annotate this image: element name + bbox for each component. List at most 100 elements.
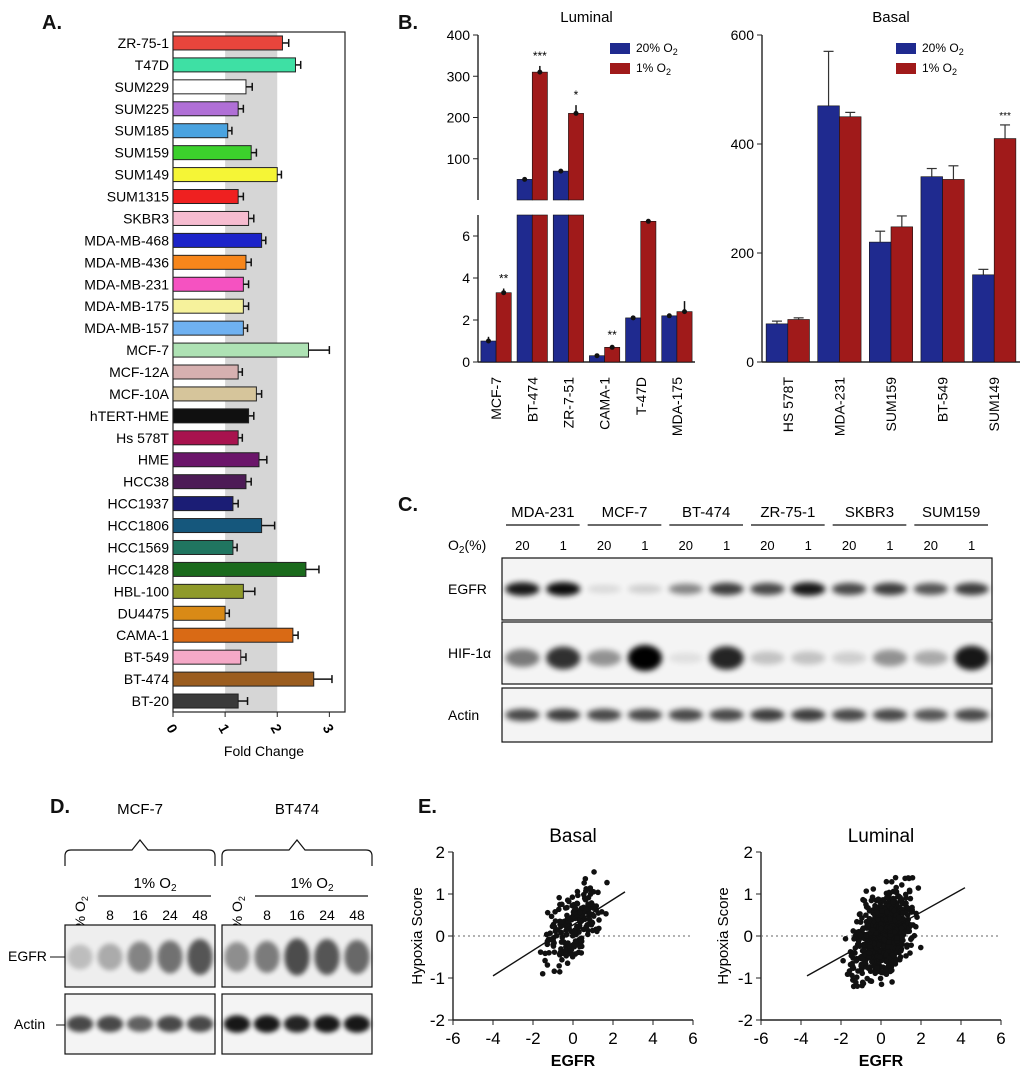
data-point <box>857 919 864 925</box>
data-point <box>860 956 866 963</box>
data-point <box>557 949 564 956</box>
y-tick-label: -1 <box>430 969 445 988</box>
data-point <box>883 878 890 885</box>
band <box>223 1015 251 1033</box>
bar <box>480 340 497 363</box>
data-point <box>543 931 550 938</box>
cell-line-label: SKBR3 <box>845 504 894 521</box>
band <box>913 583 948 595</box>
data-point <box>576 922 583 929</box>
scatter-title: Luminal <box>848 826 915 847</box>
x-tick-label: -2 <box>833 1029 848 1048</box>
data-point <box>895 914 902 921</box>
data-point <box>878 925 884 932</box>
data-point <box>866 917 873 924</box>
data-point <box>566 942 572 949</box>
x-tick-label: 6 <box>688 1029 697 1048</box>
data-point <box>589 927 596 934</box>
bar-Hs 578T <box>172 430 239 446</box>
data-point <box>548 913 555 920</box>
category-label: BT-474 <box>524 377 540 422</box>
data-point <box>893 884 899 891</box>
bar-SUM1315 <box>172 189 239 205</box>
band <box>709 646 744 670</box>
cell-line-label: MCF-7 <box>602 504 648 521</box>
legend-label: 20% O2 <box>636 41 678 57</box>
data-point <box>875 941 882 948</box>
band <box>831 582 867 596</box>
lane-label: 8 <box>106 907 114 923</box>
data-point <box>893 957 900 964</box>
data-point <box>572 942 579 948</box>
data-point <box>899 933 906 940</box>
bar-SUM225 <box>172 101 239 117</box>
category-label: SUM159 <box>883 377 899 432</box>
data-point <box>883 958 889 965</box>
band <box>872 708 908 722</box>
row-label: EGFR <box>448 581 487 597</box>
luminal-title: Luminal <box>560 9 613 26</box>
data-point <box>874 965 880 971</box>
data-point <box>879 908 885 914</box>
data-point <box>574 900 580 907</box>
mean-dot <box>537 69 543 75</box>
significance-stars: * <box>574 88 579 102</box>
data-point <box>859 926 866 933</box>
category-label: SUM149 <box>986 377 1002 432</box>
band <box>546 582 581 596</box>
data-point <box>873 904 879 910</box>
lane-label: 16 <box>289 907 305 923</box>
y-tick-label: -1 <box>738 969 753 988</box>
o2-label: O2(%) <box>448 537 486 556</box>
data-point <box>906 875 912 882</box>
lane-label: 1 <box>968 538 975 553</box>
data-point <box>583 888 589 894</box>
data-point <box>888 879 895 885</box>
data-point <box>559 957 565 963</box>
data-point <box>909 904 915 911</box>
legend-label: 20% O2 <box>922 41 964 57</box>
category-label: HS 578T <box>780 377 796 433</box>
data-point <box>853 957 859 964</box>
band <box>668 652 703 664</box>
data-point <box>908 936 914 943</box>
data-point <box>849 965 856 971</box>
band <box>872 649 908 667</box>
bar-SUM229 <box>172 79 247 95</box>
band <box>546 646 581 670</box>
y-tick-label: 600 <box>731 27 755 43</box>
cell-line-label: MDA-231 <box>511 504 574 521</box>
data-point <box>572 909 579 916</box>
bar-DU4475 <box>172 605 226 621</box>
category-label: MDA-MB-157 <box>84 320 169 336</box>
band <box>254 941 280 973</box>
category-label: MCF-12A <box>109 364 170 380</box>
data-point <box>596 917 602 923</box>
data-point <box>878 921 884 928</box>
cell-line-label: ZR-75-1 <box>760 504 815 521</box>
data-point <box>903 900 909 907</box>
data-point <box>891 907 897 914</box>
data-point <box>868 897 875 904</box>
data-point <box>860 896 866 903</box>
band <box>314 939 340 975</box>
group-bracket <box>221 839 373 866</box>
y-tick-label: 300 <box>447 68 471 84</box>
data-point <box>884 944 891 950</box>
data-point <box>907 950 913 956</box>
bar-SKBR3 <box>172 210 250 226</box>
data-point <box>898 947 904 954</box>
data-point <box>556 969 563 975</box>
category-label: hTERT-HME <box>90 408 169 424</box>
lane-label: 20 <box>760 538 774 553</box>
category-label: MDA-MB-468 <box>84 232 169 248</box>
data-point <box>556 894 562 901</box>
data-point <box>865 905 871 911</box>
x-tick-label: 4 <box>956 1029 965 1048</box>
x-tick-label: -4 <box>485 1029 500 1048</box>
y-tick-label: 6 <box>462 228 470 244</box>
significance-stars: *** <box>999 111 1011 122</box>
panel-label-d: D. <box>50 796 70 818</box>
data-point <box>881 936 888 943</box>
blot-membrane <box>501 687 993 743</box>
